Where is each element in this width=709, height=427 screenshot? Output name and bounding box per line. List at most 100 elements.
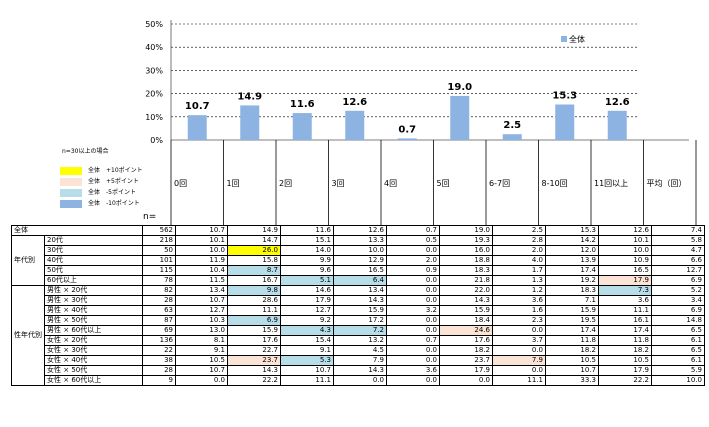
table-cell: 8.7 <box>227 265 281 276</box>
row-label: 男性 × 50代 <box>44 315 143 326</box>
row-label: 女性 × 60代以上 <box>44 375 143 386</box>
header-label: 0回 <box>174 179 187 188</box>
value-label: 15.3 <box>552 91 577 102</box>
table-cell: 28.6 <box>227 295 281 306</box>
row-label: 20代 <box>44 235 143 246</box>
table-cell: 17.9 <box>280 295 334 306</box>
table-cell: 1.2 <box>492 285 546 296</box>
table-cell: 15.9 <box>333 305 387 316</box>
row-label: 女性 × 40代 <box>44 355 143 366</box>
table-cell: 10.3 <box>175 315 228 326</box>
bar-11回以上 <box>607 110 627 140</box>
table-cell: 17.4 <box>598 325 652 336</box>
table-row: 50代 115 10.4 8.7 9.6 16.5 0.9 18.3 1.7 17.4 16.5 12… <box>12 265 705 276</box>
table-cell: 9.9 <box>280 255 334 266</box>
table-cell: 12.7 <box>280 305 334 316</box>
table-cell: 10.7 <box>545 365 599 376</box>
value-label: 2.5 <box>503 120 521 131</box>
legend-swatch <box>60 166 82 175</box>
table-cell: 16.1 <box>598 315 652 326</box>
table-cell: 9.1 <box>280 345 334 356</box>
sample-size: 87 <box>142 315 176 326</box>
sample-size: 50 <box>142 245 176 256</box>
table-cell: 21.8 <box>439 275 493 286</box>
table-cell: 5.2 <box>651 285 705 296</box>
table-row: 女性 × 40代 38 10.5 23.7 5.3 7.9 0.0 23.7 7.9 10.5 10… <box>12 355 705 366</box>
table-cell: 15.4 <box>280 335 334 346</box>
table-cell: 0.9 <box>386 265 440 276</box>
table-cell: 12.6 <box>333 225 387 236</box>
table-cell: 0.0 <box>175 375 228 386</box>
header-label: 11回以上 <box>594 179 628 188</box>
y-tick-label: 50% <box>145 20 163 29</box>
group-label-gender-age: 性年代別 <box>11 285 45 386</box>
sample-size: 69 <box>142 325 176 336</box>
table-cell: 3.6 <box>492 295 546 306</box>
table-cell: 10.5 <box>175 355 228 366</box>
table-cell: 7.9 <box>492 355 546 366</box>
table-cell: 6.5 <box>651 345 705 356</box>
table-cell: 0.0 <box>386 285 440 296</box>
sample-size: 78 <box>142 275 176 286</box>
table-cell: 11.1 <box>227 305 281 316</box>
row-label: 30代 <box>44 245 143 256</box>
table-cell: 13.9 <box>545 255 599 266</box>
table-cell: 12.9 <box>333 255 387 266</box>
table-cell: 10.7 <box>280 365 334 376</box>
sample-size: 115 <box>142 265 176 276</box>
table-cell: 10.4 <box>175 265 228 276</box>
table-cell: 16.7 <box>227 275 281 286</box>
table-cell: 13.3 <box>333 235 387 246</box>
legend-swatch <box>561 36 567 42</box>
sample-size: 38 <box>142 355 176 366</box>
table-cell: 17.4 <box>545 325 599 336</box>
table-cell: 17.9 <box>598 275 652 286</box>
table-cell: 0.0 <box>386 245 440 256</box>
data-table: 全体 562 10.7 14.9 11.6 12.6 0.7 19.0 2.5 15.3 12.6 7… <box>11 225 705 386</box>
y-tick-label: 40% <box>145 43 163 52</box>
table-cell: 14.0 <box>280 245 334 256</box>
table-cell: 0.0 <box>386 275 440 286</box>
table-cell: 10.0 <box>175 245 228 256</box>
header-label: 4回 <box>384 179 397 188</box>
table-cell: 5.3 <box>280 355 334 366</box>
table-cell: 33.3 <box>545 375 599 386</box>
bar-6-7回 <box>502 134 522 140</box>
table-cell: 15.8 <box>227 255 281 266</box>
table-cell: 14.3 <box>227 365 281 376</box>
sample-size: 22 <box>142 345 176 356</box>
table-cell: 14.3 <box>333 365 387 376</box>
table-cell: 6.1 <box>651 355 705 366</box>
table-cell: 3.7 <box>492 335 546 346</box>
sample-size: 101 <box>142 255 176 266</box>
header-label: 1回 <box>227 179 240 188</box>
sample-size: 63 <box>142 305 176 316</box>
table-cell: 0.0 <box>386 375 440 386</box>
value-label: 12.6 <box>605 97 630 108</box>
n-label: n= <box>143 212 157 222</box>
table-cell: 12.6 <box>598 225 652 236</box>
sample-size: 28 <box>142 295 176 306</box>
bar-2回 <box>292 113 312 140</box>
table-cell: 11.1 <box>492 375 546 386</box>
legend-label: 全体 -10ポイント <box>88 200 140 207</box>
value-label: 11.6 <box>290 99 315 110</box>
table-row: 女性 × 60代以上 9 0.0 22.2 11.1 0.0 0.0 0.0 11.1 33.3 2… <box>12 375 705 386</box>
table-row: 年代別 20代 218 10.1 14.7 15.1 13.3 0.5 19.3 2.8 14.2 1… <box>11 235 705 286</box>
sample-size: 136 <box>142 335 176 346</box>
bar-5回 <box>450 95 470 140</box>
row-label: 女性 × 50代 <box>44 365 143 376</box>
table-cell: 10.5 <box>598 355 652 366</box>
group-label-age: 年代別 <box>11 235 45 286</box>
table-cell: 15.9 <box>227 325 281 336</box>
table-cell: 10.7 <box>175 295 228 306</box>
legend-item: 全体 -10ポイント <box>60 198 140 209</box>
table-cell: 13.0 <box>175 325 228 336</box>
table-cell: 10.9 <box>598 255 652 266</box>
table-cell: 0.7 <box>386 335 440 346</box>
table-cell: 22.2 <box>227 375 281 386</box>
table-cell: 3.6 <box>386 365 440 376</box>
value-label: 12.6 <box>342 97 367 108</box>
table-cell: 19.5 <box>545 315 599 326</box>
table-cell: 10.1 <box>175 235 228 246</box>
